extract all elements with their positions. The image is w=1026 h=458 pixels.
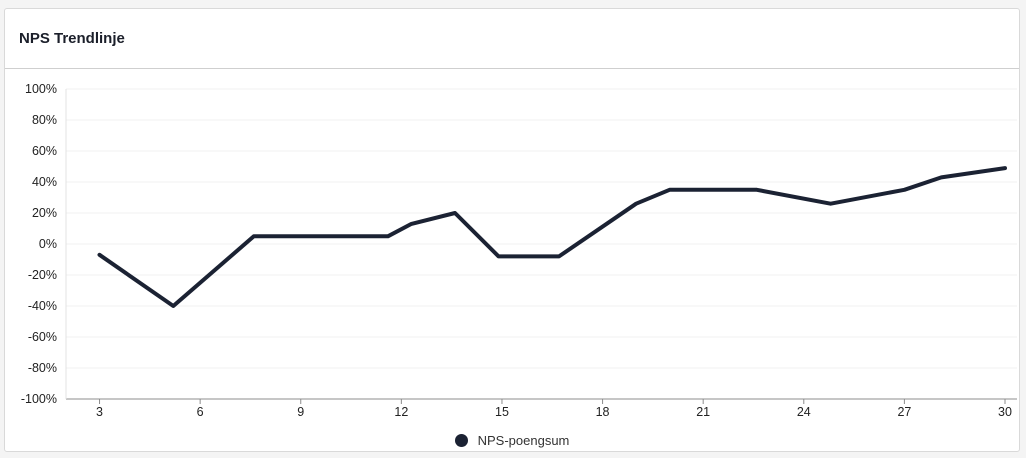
y-tick-label: 100% — [25, 82, 57, 96]
x-tick-label: 30 — [998, 405, 1012, 419]
x-tick-label: 12 — [394, 405, 408, 419]
x-tick-label: 24 — [797, 405, 811, 419]
y-tick-label: 0% — [39, 237, 57, 251]
legend-label: NPS-poengsum — [477, 433, 570, 448]
page-title: NPS Trendlinje — [19, 30, 125, 47]
y-tick-label: 40% — [32, 175, 57, 189]
x-tick-label: 21 — [696, 405, 710, 419]
chart-card: NPS Trendlinje 100% 80% 60% 40% 20% 0% -20% -40… — [4, 8, 1020, 452]
y-tick-label: 80% — [32, 113, 57, 127]
x-tick-label: 3 — [96, 405, 103, 419]
x-tick-label: 6 — [197, 405, 204, 419]
y-tick-label: -80% — [28, 361, 57, 375]
x-tick-label: 9 — [297, 405, 304, 419]
y-tick-label: 20% — [32, 206, 57, 220]
legend-marker-icon — [454, 434, 468, 447]
series-line-nps-poengsum[interactable] — [97, 166, 1007, 308]
y-tick-label: -40% — [28, 299, 57, 313]
card-header: NPS Trendlinje — [5, 9, 1019, 69]
x-tick-label: 27 — [897, 405, 911, 419]
chart-area: 100% 80% 60% 40% 20% 0% -20% -40% -60% -80% -100% 3… — [5, 69, 1021, 453]
x-tick-label: 18 — [596, 405, 610, 419]
chart-legend[interactable]: NPS-poengsum — [5, 433, 1019, 448]
x-tick-label: 15 — [495, 405, 509, 419]
y-tick-label: -60% — [28, 330, 57, 344]
y-tick-label: -20% — [28, 268, 57, 282]
nps-line-chart: 100% 80% 60% 40% 20% 0% -20% -40% -60% -80% -100% 3… — [21, 82, 1017, 419]
y-tick-label: -100% — [21, 392, 57, 406]
y-tick-label: 60% — [32, 144, 57, 158]
